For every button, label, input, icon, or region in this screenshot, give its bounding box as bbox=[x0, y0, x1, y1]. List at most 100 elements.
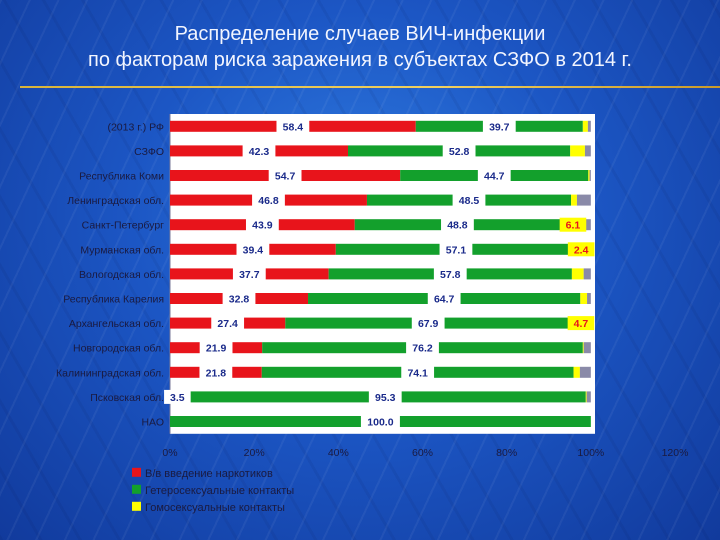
data-label: 21.8 bbox=[206, 367, 227, 379]
data-label-box bbox=[567, 316, 595, 331]
category-label: Новгородская обл. bbox=[73, 343, 164, 355]
data-label-box bbox=[441, 217, 474, 232]
legend-label: В/в введение наркотиков bbox=[145, 468, 273, 480]
data-label: 46.8 bbox=[258, 195, 279, 207]
data-label: 57.8 bbox=[440, 269, 461, 281]
data-label-box bbox=[236, 242, 270, 257]
category-label: Калининградская обл. bbox=[56, 367, 164, 379]
category-label: Санкт-Петербург bbox=[82, 220, 165, 232]
bar-segment-3 bbox=[573, 366, 580, 378]
data-label: 32.8 bbox=[229, 294, 250, 306]
data-label: 39.7 bbox=[489, 121, 510, 133]
data-label-box bbox=[482, 119, 516, 134]
data-label: 3.5 bbox=[170, 392, 185, 404]
data-label: 44.7 bbox=[484, 171, 505, 183]
data-label: 64.7 bbox=[434, 294, 455, 306]
bar-segment-4 bbox=[579, 366, 591, 378]
bar-segment-3 bbox=[571, 268, 584, 280]
x-tick-label: 20% bbox=[244, 447, 265, 459]
bar-segment-3 bbox=[588, 170, 590, 181]
data-label: 76.2 bbox=[412, 343, 433, 355]
data-label-box bbox=[268, 168, 302, 183]
category-label: НАО bbox=[141, 417, 164, 429]
data-label: 48.8 bbox=[447, 220, 468, 232]
bar-segment-4 bbox=[586, 391, 591, 403]
data-label-box bbox=[211, 316, 245, 331]
legend-swatch bbox=[132, 467, 141, 477]
data-label: 37.7 bbox=[239, 269, 260, 281]
x-tick-label: 100% bbox=[577, 447, 604, 459]
data-label: 48.5 bbox=[459, 195, 480, 207]
category-label: Республика Карелия bbox=[63, 294, 164, 306]
data-label-box bbox=[433, 266, 467, 281]
data-label-box bbox=[368, 389, 402, 404]
bar-segment-3 bbox=[582, 342, 584, 354]
data-label: 57.1 bbox=[446, 244, 467, 256]
legend-label: Гетеросексуальные контакты bbox=[145, 485, 294, 497]
bar-segment-4 bbox=[583, 342, 591, 354]
data-label: 2.4 bbox=[574, 244, 589, 256]
legend-label: Гомосексуальные контакты bbox=[145, 502, 285, 514]
x-tick-label: 120% bbox=[662, 447, 689, 459]
data-label-box bbox=[199, 340, 233, 355]
data-label: 43.9 bbox=[252, 220, 273, 232]
bar-segment-4 bbox=[576, 194, 591, 206]
bar-segment-4 bbox=[587, 120, 591, 132]
data-label: 21.9 bbox=[206, 343, 227, 355]
bar-segment-3 bbox=[580, 293, 588, 304]
category-label: Вологодская обл. bbox=[79, 269, 164, 281]
category-label: (2013 г.) РФ bbox=[107, 121, 164, 133]
data-label: 39.4 bbox=[243, 244, 264, 256]
data-label-box bbox=[242, 143, 276, 158]
data-label-box bbox=[439, 242, 473, 257]
bar-segment-3 bbox=[571, 194, 577, 206]
data-label-box bbox=[232, 266, 266, 281]
bar-segment-4 bbox=[585, 219, 591, 231]
data-label-box bbox=[427, 291, 461, 306]
data-label: 95.3 bbox=[375, 392, 396, 404]
data-label-box bbox=[452, 193, 486, 208]
bar-segment-4 bbox=[587, 293, 591, 304]
data-label-box bbox=[411, 316, 445, 331]
legend-swatch bbox=[132, 484, 141, 494]
bar-segment-4 bbox=[583, 268, 591, 280]
data-label-box bbox=[401, 365, 435, 380]
data-label-box bbox=[276, 119, 310, 134]
data-label-box bbox=[199, 365, 233, 380]
data-label-box bbox=[252, 193, 285, 208]
data-label: 27.4 bbox=[217, 318, 238, 330]
legend-swatch bbox=[132, 501, 141, 511]
bar-segment-3 bbox=[582, 120, 588, 132]
data-label-box bbox=[442, 143, 476, 158]
data-label: 74.1 bbox=[407, 367, 428, 379]
data-label: 4.7 bbox=[574, 318, 589, 330]
data-label-box bbox=[406, 340, 439, 355]
bar-segment-3 bbox=[585, 391, 587, 403]
x-tick-label: 0% bbox=[162, 447, 177, 459]
data-label-box bbox=[567, 242, 595, 257]
category-label: Мурманская обл. bbox=[80, 244, 164, 256]
data-label: 58.4 bbox=[283, 121, 304, 133]
data-label: 54.7 bbox=[275, 171, 296, 183]
data-label: 100.0 bbox=[367, 417, 393, 429]
category-label: Ленинградская обл. bbox=[67, 195, 164, 207]
bar-segment-4 bbox=[589, 170, 591, 181]
data-label: 67.9 bbox=[418, 318, 439, 330]
title-divider bbox=[20, 86, 720, 88]
data-label-box bbox=[245, 217, 279, 232]
bar-segment-3 bbox=[570, 145, 585, 157]
data-label-box bbox=[360, 414, 400, 429]
data-label-box bbox=[477, 168, 511, 183]
data-label: 42.3 bbox=[249, 146, 270, 158]
data-label-box bbox=[222, 291, 256, 306]
chart-title-line-1: Распределение случаев ВИЧ-инфекции bbox=[174, 23, 546, 45]
x-tick-label: 60% bbox=[412, 447, 433, 459]
data-label: 6.1 bbox=[566, 220, 581, 232]
data-label-box bbox=[559, 217, 587, 232]
category-label: Архангельская обл. bbox=[69, 318, 164, 330]
x-tick-label: 80% bbox=[496, 447, 517, 459]
category-label: СЗФО bbox=[134, 146, 164, 158]
bar-segment-4 bbox=[584, 145, 591, 157]
x-tick-label: 40% bbox=[328, 447, 349, 459]
